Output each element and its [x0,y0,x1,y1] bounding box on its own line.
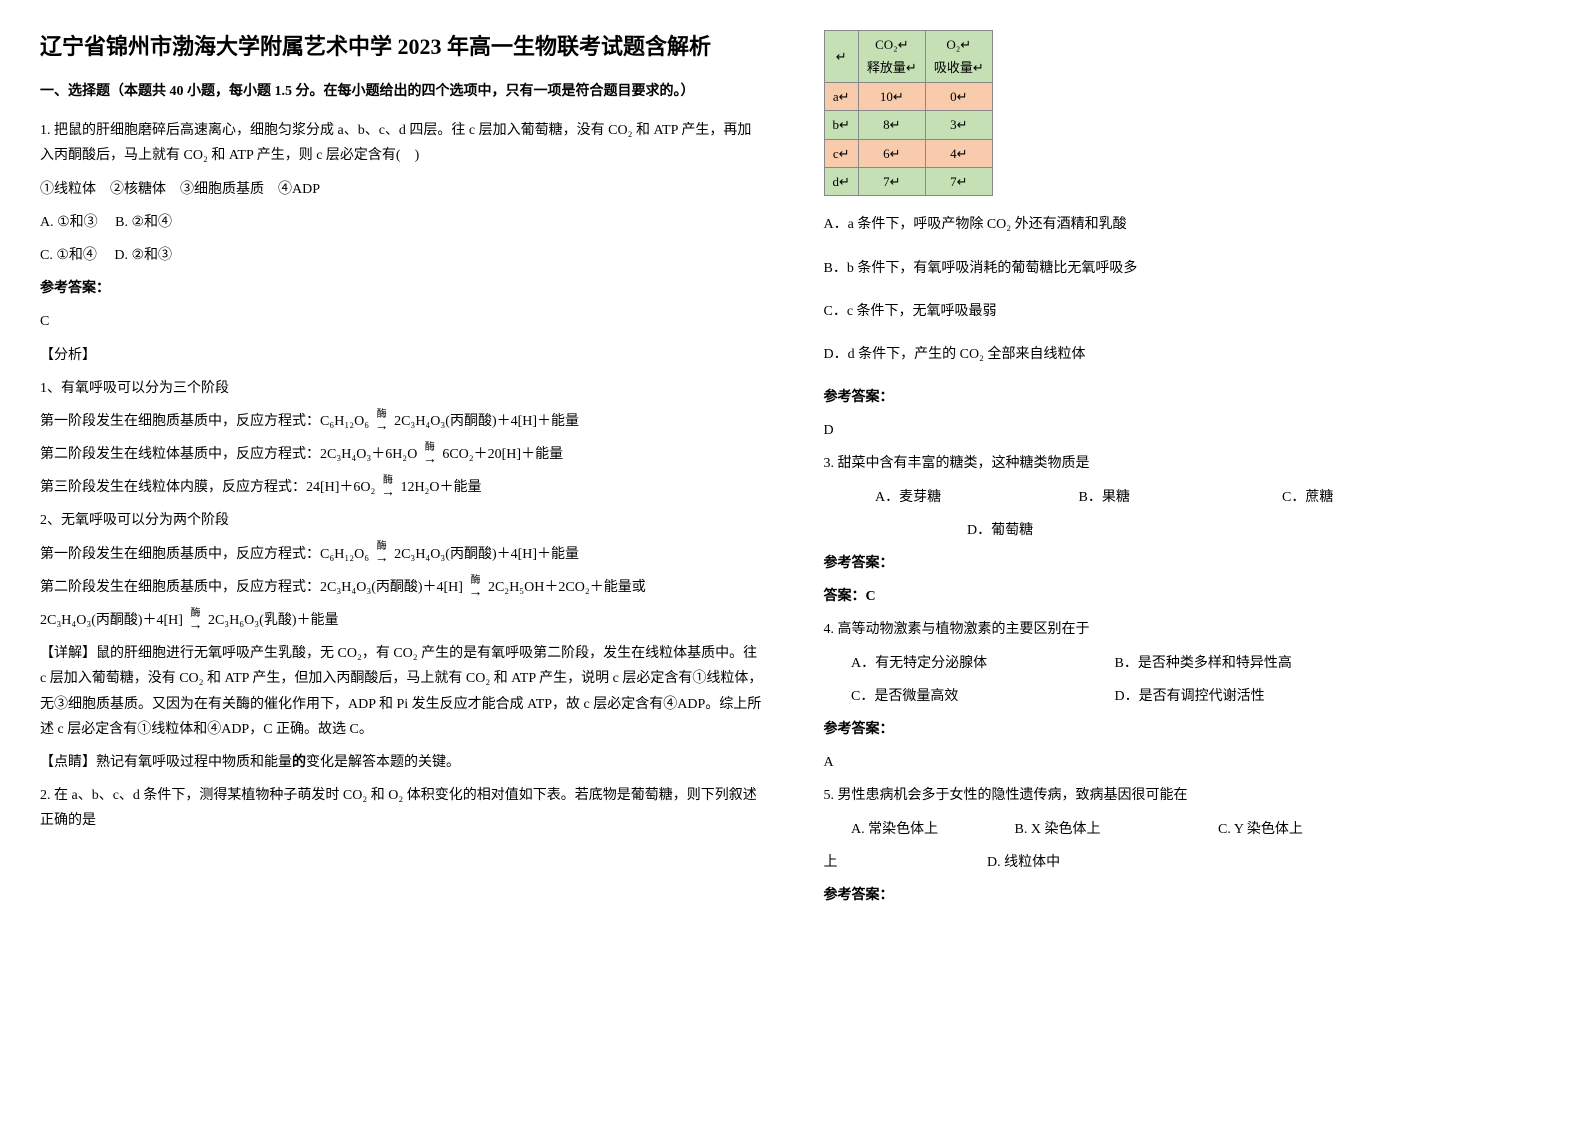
q1-options-row2: C. ①和④ D. ②和③ [40,243,764,268]
q2-opt-a: A．a 条件下，呼吸产物除 CO₂ 外还有酒精和乳酸 [824,212,1548,237]
q1-a8-pre: 2C₃H₄O₃(丙酮酸)＋4[H] [40,613,183,628]
q1-ans-label: 参考答案： [40,276,764,301]
q4-ans-label: 参考答案： [824,717,1548,742]
arrow-icon: 酶→ [381,476,395,500]
q1-a4-pre: 第三阶段发生在线粒体内膜，反应方程式：24[H]＋6O₂ [40,480,375,495]
table-cell: 7↵ [858,167,925,195]
q2-opt-c: C．c 条件下，无氧呼吸最弱 [824,299,1548,324]
q1-a6: 第一阶段发生在细胞质基质中，反应方程式：C₆H₁₂O₆ 酶→ 2C₃H₄O₃(丙… [40,542,764,567]
table-cell: 10↵ [858,82,925,110]
q5-opt-d: D. 线粒体中 [987,855,1060,870]
q4-stem: 4. 高等动物激素与植物激素的主要区别在于 [824,617,1548,642]
q5-opt-b: B. X 染色体上 [1015,817,1215,842]
q1-a5: 2、无氧呼吸可以分为两个阶段 [40,508,764,533]
q1-a8-post: 2C₃H₆O₃(乳酸)＋能量 [208,613,339,628]
q3-opt-b: B．果糖 [1079,485,1279,510]
q5-opt-a: A. 常染色体上 [851,817,1011,842]
q4-opts-row2: C．是否微量高效 D．是否有调控代谢活性 [824,684,1548,709]
q5-opts-row2: 上 D. 线粒体中 [824,850,1548,875]
q1-a6-pre: 第一阶段发生在细胞质基质中，反应方程式：C₆H₁₂O₆ [40,547,369,562]
q4-opt-d: D．是否有调控代谢活性 [1115,689,1265,704]
q4-opts-row1: A．有无特定分泌腺体 B．是否种类多样和特异性高 [824,651,1548,676]
q1-opt-d: D. ②和③ [114,248,172,263]
arrow-icon: 酶→ [375,542,389,566]
table-cell: 7↵ [925,167,992,195]
q1-a6-post: 2C₃H₄O₃(丙酮酸)＋4[H]＋能量 [394,547,579,562]
q1-a4: 第三阶段发生在线粒体内膜，反应方程式：24[H]＋6O₂ 酶→ 12H₂O＋能量 [40,475,764,500]
q3-ans-label: 参考答案： [824,551,1548,576]
q1-stem-2: ①线粒体 ②核糖体 ③细胞质基质 ④ADP [40,177,764,202]
q4-opt-c: C．是否微量高效 [851,684,1111,709]
q2-stem: 2. 在 a、b、c、d 条件下，测得某植物种子萌发时 CO₂ 和 O₂ 体积变… [40,783,764,833]
q1-a3: 第二阶段发生在线粒体基质中，反应方程式：2C₃H₄O₃＋6H₂O 酶→ 6CO₂… [40,442,764,467]
q2-opt-b: B．b 条件下，有氧呼吸消耗的葡萄糖比无氧呼吸多 [824,256,1548,281]
q1-a2: 第一阶段发生在细胞质基质中，反应方程式：C₆H₁₂O₆ 酶→ 2C₃H₄O₃(丙… [40,409,764,434]
q1-a7-pre: 第二阶段发生在细胞质基质中，反应方程式：2C₃H₄O₃(丙酮酸)＋4[H] [40,580,463,595]
q1-a4-post: 12H₂O＋能量 [400,480,481,495]
q1-tip-post: 变化是解答本题的关键。 [306,755,460,770]
q3-options: A．麦芽糖 B．果糖 C．蔗糖 [824,485,1548,510]
left-column: 辽宁省锦州市渤海大学附属艺术中学 2023 年高一生物联考试题含解析 一、选择题… [40,30,764,912]
q1-a7: 第二阶段发生在细胞质基质中，反应方程式：2C₃H₄O₃(丙酮酸)＋4[H] 酶→… [40,575,764,600]
q1-tip-bold: 的 [292,755,306,770]
q4-opt-b: B．是否种类多样和特异性高 [1115,656,1292,671]
q3-opt-c: C．蔗糖 [1282,490,1333,505]
q2-ans-label: 参考答案： [824,385,1548,410]
q2-table: ↵ CO₂↵释放量↵ O₂↵吸收量↵ a↵ 10↵ 0↵ b↵ 8↵ 3↵ c↵… [824,30,993,196]
q1-a2-pre: 第一阶段发生在细胞质基质中，反应方程式：C₆H₁₂O₆ [40,414,369,429]
q2-opt-d: D．d 条件下，产生的 CO₂ 全部来自线粒体 [824,342,1548,367]
arrow-icon: 酶→ [468,576,482,600]
q5-opts-row1: A. 常染色体上 B. X 染色体上 C. Y 染色体上 [824,817,1548,842]
q1-a7-post: 2C₂H₅OH＋2CO₂＋能量或 [488,580,646,595]
q5-stem: 5. 男性患病机会多于女性的隐性遗传病，致病基因很可能在 [824,783,1548,808]
q2-ans: D [824,418,1548,443]
q3-opt-d-row: D．葡萄糖 [824,518,1548,543]
q5-opt-c: C. Y 染色体上 [1218,822,1303,837]
table-cell: d↵ [824,167,858,195]
q3-stem: 3. 甜菜中含有丰富的糖类，这种糖类物质是 [824,451,1548,476]
q3-ans: 答案：C [824,584,1548,609]
table-cell: 3↵ [925,111,992,139]
table-cell: c↵ [824,139,858,167]
table-cell: 0↵ [925,82,992,110]
q1-opt-b: B. ②和④ [115,215,172,230]
q4-opt-a: A．有无特定分泌腺体 [851,651,1111,676]
table-h2: O₂↵吸收量↵ [925,31,992,83]
q1-a3-pre: 第二阶段发生在线粒体基质中，反应方程式：2C₃H₄O₃＋6H₂O [40,447,417,462]
q1-options-row1: A. ①和③ B. ②和④ [40,210,764,235]
q1-a8: 2C₃H₄O₃(丙酮酸)＋4[H] 酶→ 2C₃H₆O₃(乳酸)＋能量 [40,608,764,633]
table-cell: 4↵ [925,139,992,167]
q1-tip: 【点睛】熟记有氧呼吸过程中物质和能量的变化是解答本题的关键。 [40,750,764,775]
q1-tip-pre: 【点睛】熟记有氧呼吸过程中物质和能量 [40,755,292,770]
q1-stem-1: 1. 把鼠的肝细胞磨碎后高速离心，细胞匀浆分成 a、b、c、d 四层。往 c 层… [40,118,764,168]
q1-opt-c: C. ①和④ [40,248,97,263]
q3-opt-a: A．麦芽糖 [875,485,1075,510]
table-h1: CO₂↵释放量↵ [858,31,925,83]
q1-opt-a: A. ①和③ [40,215,98,230]
q3-opt-d: D．葡萄糖 [967,523,1033,538]
q5-ans-label: 参考答案： [824,883,1548,908]
page-title: 辽宁省锦州市渤海大学附属艺术中学 2023 年高一生物联考试题含解析 [40,30,764,63]
q1-a1: 1、有氧呼吸可以分为三个阶段 [40,376,764,401]
table-cell: a↵ [824,82,858,110]
table-corner: ↵ [824,31,858,83]
section-intro: 一、选择题（本题共 40 小题，每小题 1.5 分。在每小题给出的四个选项中，只… [40,79,764,104]
table-cell: 8↵ [858,111,925,139]
q4-ans: A [824,750,1548,775]
table-cell: 6↵ [858,139,925,167]
table-cell: b↵ [824,111,858,139]
right-column: ↵ CO₂↵释放量↵ O₂↵吸收量↵ a↵ 10↵ 0↵ b↵ 8↵ 3↵ c↵… [824,30,1548,912]
arrow-icon: 酶→ [188,609,202,633]
q1-a2-post: 2C₃H₄O₃(丙酮酸)＋4[H]＋能量 [394,414,579,429]
q1-ans: C [40,309,764,334]
q1-a3-post: 6CO₂＋20[H]＋能量 [442,447,563,462]
q1-detail: 【详解】鼠的肝细胞进行无氧呼吸产生乳酸，无 CO₂，有 CO₂ 产生的是有氧呼吸… [40,641,764,742]
arrow-icon: 酶→ [423,443,437,467]
arrow-icon: 酶→ [375,410,389,434]
q1-analysis-label: 【分析】 [40,343,764,368]
